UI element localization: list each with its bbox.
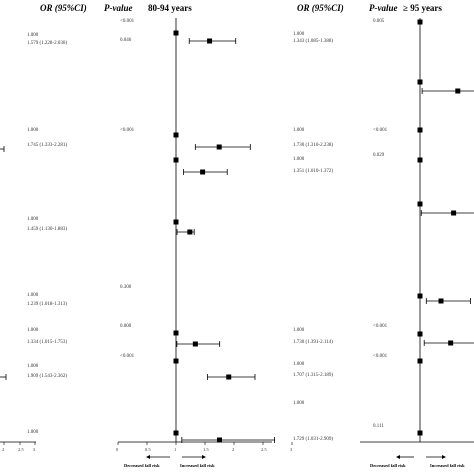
odds-ratio-text: 1.000 bbox=[27, 328, 39, 333]
odds-ratio-text: 1.000 bbox=[293, 328, 305, 333]
left-tick-label: 3 bbox=[33, 447, 36, 452]
left-partial-panel bbox=[0, 146, 36, 443]
odds-ratio-text: 1.000 bbox=[293, 157, 305, 162]
reference-point bbox=[173, 30, 179, 36]
reference-point bbox=[173, 132, 179, 138]
reference-point bbox=[417, 79, 423, 85]
decreased-risk-label-80-94: Decreased fall risk bbox=[124, 463, 160, 468]
panel-title-80-94: 80-94 years bbox=[148, 3, 192, 13]
odds-ratio-text: 1.459 (1.130-1.883) bbox=[27, 227, 67, 232]
reference-point bbox=[417, 331, 423, 337]
x-tick-label: 1 bbox=[174, 447, 176, 452]
p-value-text: 0.300 bbox=[120, 285, 132, 290]
odds-ratio-text: 1.730 (1.391-2.114) bbox=[293, 340, 333, 345]
odds-ratio-text: 1.579 (1.228-2.030) bbox=[27, 41, 67, 46]
odds-ratio-point bbox=[451, 210, 457, 216]
reference-point bbox=[173, 157, 179, 163]
odds-ratio-point bbox=[187, 229, 193, 235]
increase-arrowhead bbox=[202, 455, 206, 459]
p-value-header-left: P-value bbox=[104, 3, 133, 13]
left-tick-label: 2 bbox=[2, 447, 4, 452]
reference-point bbox=[173, 358, 179, 364]
odds-ratio-text: 1.000 bbox=[293, 362, 305, 367]
odds-ratio-point bbox=[448, 340, 454, 346]
odds-ratio-text: 1.745 (1.333-2.281) bbox=[27, 143, 67, 148]
x-tick-label: 0.5 bbox=[145, 447, 151, 452]
odds-ratio-text: 1.000 bbox=[293, 128, 305, 133]
reference-point bbox=[417, 127, 423, 133]
reference-point bbox=[173, 430, 179, 436]
decreased-risk-label-95-plus: Decreased fall risk bbox=[370, 463, 406, 468]
x-tick-label: 0 bbox=[116, 447, 119, 452]
decrease-arrowhead-right bbox=[396, 455, 400, 459]
p-value-text: <0.001 bbox=[120, 19, 135, 24]
odds-ratio-text: 1.343 (1.085-1.388) bbox=[293, 39, 333, 44]
panel-95-plus: Decreased fall risk Increased fall risk bbox=[360, 18, 474, 468]
odds-ratio-point bbox=[200, 169, 206, 175]
p-value-text: 0.005 bbox=[373, 19, 385, 24]
p-value-text: 0.029 bbox=[373, 153, 385, 158]
reference-point bbox=[417, 157, 423, 163]
decrease-arrowhead bbox=[146, 455, 150, 459]
odds-ratio-point bbox=[217, 437, 222, 443]
odds-ratio-point bbox=[192, 341, 198, 347]
odds-ratio-text: 1.000 bbox=[293, 32, 305, 37]
or-header-right: OR (95%CI) bbox=[297, 3, 344, 13]
p-value-text: <0.001 bbox=[373, 354, 388, 359]
odds-ratio-text: 1.729 (1.031-2.909) bbox=[293, 437, 333, 442]
odds-ratio-text: 1.334 (1.015-1.753) bbox=[27, 340, 67, 345]
odds-ratio-text: 1.000 bbox=[27, 293, 39, 298]
odds-ratio-point bbox=[438, 298, 444, 304]
p-value-text: 0.046 bbox=[120, 38, 132, 43]
odds-ratio-point bbox=[216, 144, 222, 150]
p-value-text: 0.000 bbox=[120, 324, 132, 329]
p-value-header-right: P-value bbox=[369, 3, 398, 13]
odds-ratio-point bbox=[207, 38, 213, 44]
odds-ratio-text: 1.000 bbox=[27, 128, 39, 133]
x-tick-label: 2.5 bbox=[261, 447, 267, 452]
or-header-left: OR (95%CI) bbox=[40, 3, 87, 13]
odds-ratio-text: 1.351 (1.010-1.372) bbox=[293, 169, 333, 174]
odds-ratio-text: 1.000 bbox=[293, 401, 305, 406]
reference-point bbox=[417, 201, 423, 207]
odds-ratio-text: 1.000 bbox=[27, 217, 39, 222]
odds-ratio-text: 1.730 (1.310-2.238) bbox=[293, 143, 333, 148]
reference-point bbox=[417, 19, 423, 25]
increased-risk-label-80-94: Increased fall risk bbox=[180, 463, 215, 468]
panel-80-94: 0 0.5 1 1.5 2 2.5 3 Decreased fall risk Increa… bbox=[116, 18, 293, 468]
odds-ratio-text: 1.707 (1.315-2.189) bbox=[293, 373, 333, 378]
reference-point bbox=[173, 219, 179, 225]
panel-title-95-plus: ≥ 95 years bbox=[403, 3, 442, 13]
reference-point bbox=[173, 330, 179, 336]
odds-ratio-text: 1.000 bbox=[27, 430, 39, 435]
x-tick-label: 1.5 bbox=[203, 447, 209, 452]
p-value-text: <0.001 bbox=[120, 128, 135, 133]
left-tick-label: 2.5 bbox=[18, 447, 24, 452]
x-tick-label: 3 bbox=[290, 447, 293, 452]
increase-arrowhead-right bbox=[442, 455, 446, 459]
reference-point bbox=[417, 358, 423, 364]
odds-ratio-text: 1.000 bbox=[27, 33, 39, 38]
increased-risk-label-95-plus: Increased fall risk bbox=[430, 463, 465, 468]
odds-ratio-text: 1.909 (1.543-2.362) bbox=[27, 374, 67, 379]
reference-point bbox=[417, 430, 423, 436]
reference-point bbox=[417, 293, 423, 299]
p-value-text: <0.001 bbox=[120, 354, 135, 359]
odds-ratio-text: 1.000 bbox=[27, 364, 39, 369]
p-value-text: 0.111 bbox=[373, 424, 384, 429]
p-value-text: <0.001 bbox=[373, 128, 388, 133]
odds-ratio-text: 1.239 (1.018-1.313) bbox=[27, 302, 67, 307]
odds-ratio-point bbox=[455, 88, 461, 94]
p-value-text: <0.001 bbox=[373, 324, 388, 329]
odds-ratio-point bbox=[226, 374, 232, 380]
x-tick-label: 2 bbox=[232, 447, 234, 452]
